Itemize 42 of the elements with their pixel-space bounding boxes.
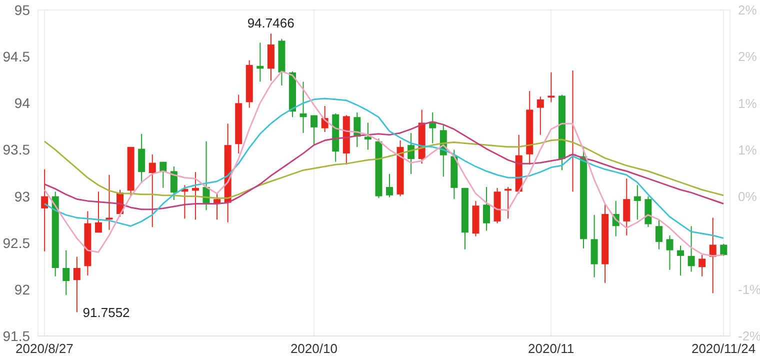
annotation: 94.7466 [247, 16, 294, 31]
candlestick [623, 178, 630, 236]
candlestick [720, 243, 728, 256]
line-series [44, 70, 724, 257]
candlestick [536, 96, 544, 136]
candlestick [62, 250, 70, 296]
candlestick [408, 132, 415, 174]
candlestick [106, 174, 113, 230]
y-tick-label: 91.5 [2, 328, 30, 344]
candlestick [310, 114, 318, 146]
y-tick-label: 92.5 [2, 234, 30, 251]
candlestick [655, 219, 662, 250]
candlestick [634, 184, 641, 220]
candlestick [300, 81, 307, 134]
candlestick [386, 173, 393, 198]
candlestick [548, 72, 555, 103]
candlestick [41, 168, 48, 252]
x-tick-label: 2020/8/27 [16, 341, 74, 356]
y-tick-label: 94 [14, 95, 30, 112]
y-tick-label: 93 [14, 188, 30, 204]
candlestick [94, 191, 102, 234]
y-tick-label: 94.5 [2, 48, 30, 65]
candlestick [677, 245, 684, 276]
candlestick [666, 234, 674, 270]
y-tick-label: 95 [14, 2, 30, 18]
candlestick [170, 166, 178, 201]
candlestick [148, 154, 156, 228]
x-tick-label: 2020/11 [528, 341, 574, 356]
candlestick [256, 42, 264, 82]
candlestick [192, 172, 199, 220]
candlestick [483, 186, 490, 232]
candlestick [688, 226, 695, 272]
candlestick [709, 217, 716, 294]
y-tick-label: 93.5 [2, 142, 30, 158]
candlestick [698, 254, 706, 277]
candlestick [73, 256, 80, 313]
candlestick [138, 133, 146, 184]
x-tick-label: 2020/10 [290, 341, 338, 356]
y-tick-label: 92 [14, 281, 30, 298]
candlestick [364, 122, 372, 150]
annotation: 91.7552 [82, 304, 130, 320]
x-tick-label: 2020/11/24 [691, 341, 756, 356]
